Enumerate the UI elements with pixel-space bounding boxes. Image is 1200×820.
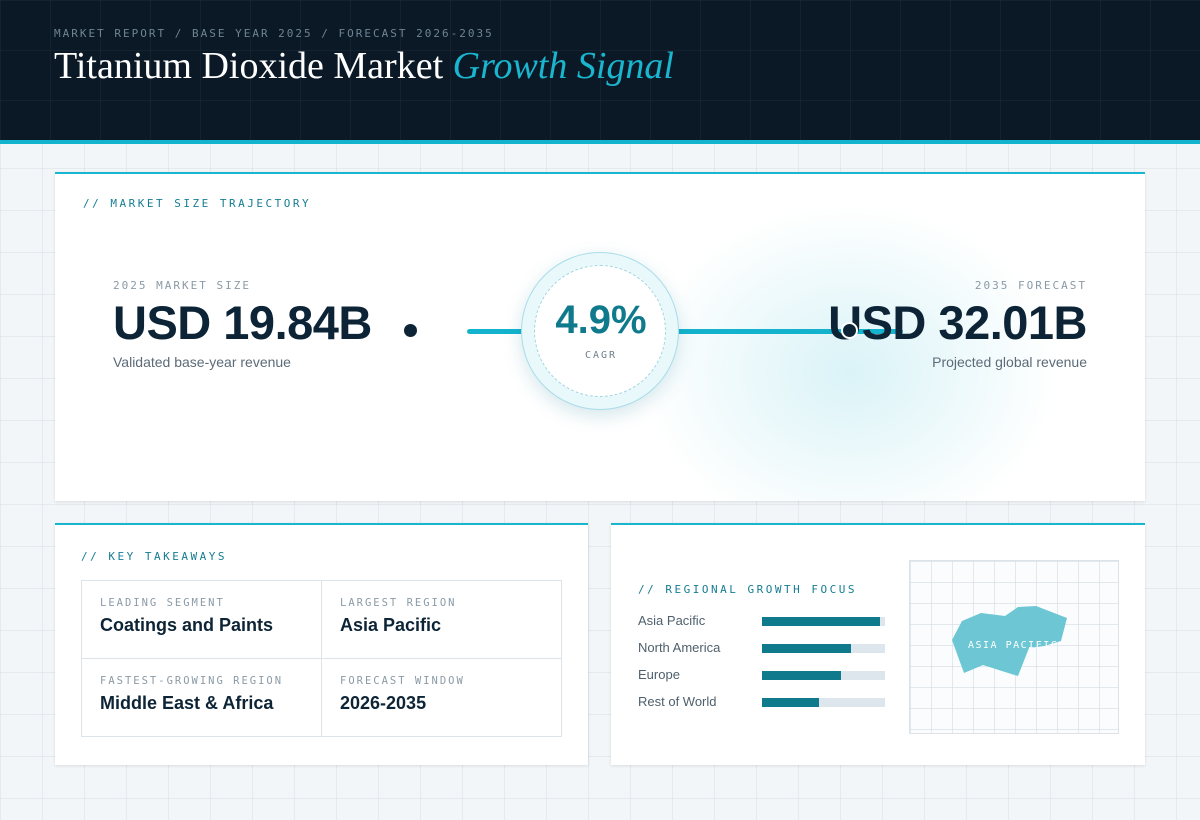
takeaway-value: 2026-2035: [340, 693, 427, 713]
takeaway-label: FORECAST WINDOW: [340, 675, 465, 687]
asia-pacific-map-shape: [952, 606, 1067, 676]
region-bar-row: Asia Pacific: [638, 611, 888, 631]
region-bar-track: [762, 671, 885, 680]
cagr-label: CAGR: [584, 350, 618, 361]
key-takeaways-card: // KEY TAKEAWAYS LEADING SEGMENT Coating…: [55, 523, 588, 765]
region-bar-track: [762, 644, 885, 653]
start-description: Validated base-year revenue: [113, 354, 291, 370]
end-description: Projected global revenue: [932, 354, 1087, 370]
takeaway-cell: FORECAST WINDOW 2026-2035: [321, 658, 561, 736]
takeaway-label: FASTEST-GROWING REGION: [100, 675, 284, 687]
cagr-value: 4.9%: [555, 298, 647, 342]
regional-label: // REGIONAL GROWTH FOCUS: [638, 583, 857, 596]
region-bar-row: Europe: [638, 665, 888, 685]
takeaway-label: LEADING SEGMENT: [100, 597, 225, 609]
regional-growth-card: // REGIONAL GROWTH FOCUS Asia Pacific No…: [611, 523, 1145, 765]
region-bar-row: Rest of World: [638, 692, 888, 712]
region-name: North America: [638, 640, 721, 655]
takeaways-label: // KEY TAKEAWAYS: [81, 550, 227, 563]
takeaway-value: Middle East & Africa: [100, 693, 274, 713]
region-name: Europe: [638, 667, 680, 682]
report-header: MARKET REPORT / BASE YEAR 2025 / FORECAS…: [0, 0, 1200, 144]
region-name: Rest of World: [638, 694, 717, 709]
takeaways-grid: LEADING SEGMENT Coatings and Paints LARG…: [81, 580, 562, 737]
region-name: Asia Pacific: [638, 613, 706, 628]
takeaway-cell: LARGEST REGION Asia Pacific: [321, 581, 561, 659]
title-main: Titanium Dioxide Market: [54, 45, 444, 87]
title-accent: Growth Signal: [452, 45, 674, 87]
cagr-inner-ring: 4.9% CAGR: [534, 265, 666, 397]
region-bar-fill: [762, 644, 851, 653]
trajectory-label: // MARKET SIZE TRAJECTORY: [83, 197, 312, 210]
start-value: USD 19.84B: [113, 296, 372, 349]
trajectory-line: [467, 329, 903, 334]
cagr-ring: 4.9% CAGR: [521, 252, 679, 410]
end-value: USD 32.01B: [828, 296, 1087, 349]
takeaway-value: Asia Pacific: [340, 615, 442, 635]
region-bar-fill: [762, 698, 819, 707]
region-bar-track: [762, 617, 885, 626]
region-map: ASIA PACIFIC: [909, 560, 1119, 734]
region-bar-fill: [762, 671, 841, 680]
map-region-label: ASIA PACIFIC: [968, 640, 1059, 651]
region-bar-track: [762, 698, 885, 707]
page-title: Titanium Dioxide Market Growth Signal: [54, 44, 674, 88]
start-marker: [402, 322, 419, 339]
start-caption: 2025 MARKET SIZE: [113, 279, 251, 292]
takeaway-cell: LEADING SEGMENT Coatings and Paints: [82, 581, 322, 659]
market-size-card: // MARKET SIZE TRAJECTORY 2025 MARKET SI…: [55, 172, 1145, 501]
takeaway-label: LARGEST REGION: [340, 597, 457, 609]
report-eyebrow: MARKET REPORT / BASE YEAR 2025 / FORECAS…: [54, 27, 494, 40]
end-marker: [841, 322, 858, 339]
region-bar-row: North America: [638, 638, 888, 658]
takeaway-cell: FASTEST-GROWING REGION Middle East & Afr…: [82, 658, 322, 736]
region-bar-fill: [762, 617, 881, 626]
end-caption: 2035 FORECAST: [974, 279, 1087, 292]
background-glow: [640, 202, 1060, 501]
takeaway-value: Coatings and Paints: [100, 615, 274, 635]
